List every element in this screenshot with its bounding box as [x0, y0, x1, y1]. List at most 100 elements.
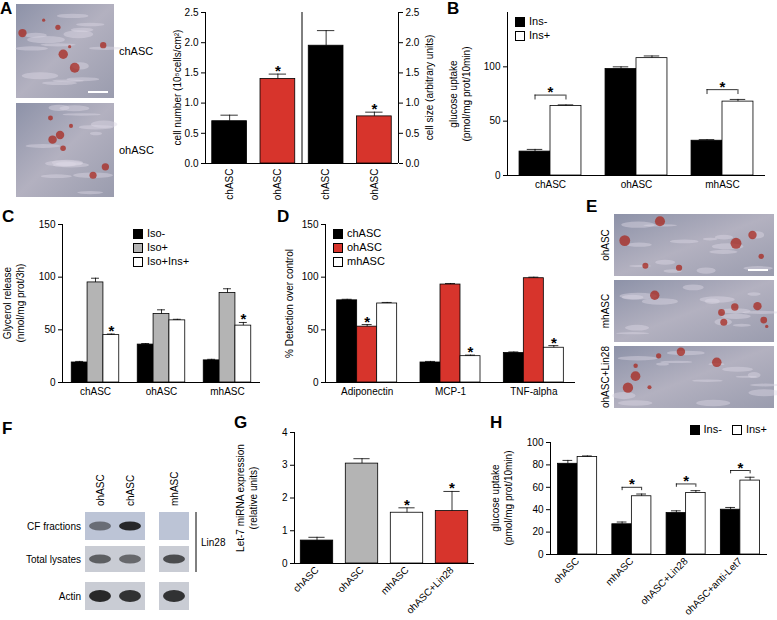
svg-text:*: * — [275, 62, 281, 79]
svg-text:2.5: 2.5 — [185, 7, 199, 18]
html-text:Glycerol release (nmol/mg prot: Glycerol release (nmol/mg prot/3h) — [2, 263, 26, 343]
svg-text:chASC: chASC — [119, 45, 153, 57]
html-text:% Detection over control: % Detection over control — [283, 248, 295, 358]
svg-text:*: * — [364, 313, 370, 330]
html-text:Ins-: Ins- — [529, 15, 548, 27]
svg-text:1.5: 1.5 — [185, 67, 199, 78]
svg-text:chASC: chASC — [535, 179, 566, 190]
svg-text:100: 100 — [484, 61, 501, 72]
html-text:B: B — [447, 0, 460, 18]
svg-text:Total lysates: Total lysates — [26, 554, 81, 565]
svg-text:80: 80 — [532, 459, 544, 470]
svg-text:1.5: 1.5 — [406, 67, 420, 78]
svg-text:0.0: 0.0 — [185, 158, 199, 169]
svg-text:ohASC: ohASC — [335, 564, 365, 594]
html-text:H: H — [490, 413, 503, 432]
svg-text:*: * — [629, 475, 635, 492]
svg-text:150: 150 — [39, 219, 56, 230]
svg-text:*: * — [240, 310, 246, 327]
svg-text:MCP-1: MCP-1 — [435, 386, 467, 397]
html-text:cell size (arbitrary units): cell size (arbitrary units) — [423, 34, 435, 141]
svg-text:mhASC: mhASC — [169, 472, 180, 506]
svg-text:0.5: 0.5 — [406, 128, 420, 139]
svg-text:2: 2 — [282, 492, 288, 503]
svg-text:mhASC: mhASC — [603, 555, 635, 587]
svg-text:40: 40 — [532, 504, 544, 515]
svg-text:1.0: 1.0 — [185, 97, 199, 108]
html-text:G: G — [234, 413, 248, 432]
svg-text:ohASC: ohASC — [600, 229, 611, 261]
svg-text:2.0: 2.0 — [406, 37, 420, 48]
svg-text:chASC: chASC — [80, 386, 111, 397]
svg-text:3: 3 — [282, 459, 288, 470]
svg-text:ohASC+anti-Let7: ohASC+anti-Let7 — [682, 555, 744, 617]
svg-text:50: 50 — [489, 115, 501, 126]
svg-text:chASC: chASC — [291, 564, 321, 594]
svg-text:2.0: 2.0 — [185, 37, 199, 48]
svg-text:Lin28: Lin28 — [201, 537, 226, 548]
svg-text:*: * — [108, 322, 114, 339]
svg-text:ohASC+Lin28: ohASC+Lin28 — [404, 564, 456, 616]
svg-text:0: 0 — [282, 558, 288, 569]
svg-text:*: * — [683, 472, 689, 489]
svg-text:20: 20 — [532, 526, 544, 537]
svg-text:*: * — [371, 100, 377, 117]
svg-text:*: * — [404, 496, 410, 513]
svg-text:1.0: 1.0 — [406, 97, 420, 108]
svg-text:Actin: Actin — [59, 591, 81, 602]
html-text:Iso-: Iso- — [146, 227, 166, 239]
svg-text:ohASC+Lin28: ohASC+Lin28 — [638, 555, 690, 607]
svg-text:*: * — [551, 334, 557, 351]
svg-text:chASC: chASC — [224, 169, 235, 200]
svg-text:ohASC: ohASC — [369, 169, 380, 201]
svg-text:50: 50 — [307, 324, 319, 335]
html-text:chASC: chASC — [347, 227, 382, 239]
svg-text:*: * — [548, 83, 554, 100]
svg-text:mhASC: mhASC — [600, 294, 611, 328]
svg-text:100: 100 — [302, 271, 319, 282]
svg-text:ohASC: ohASC — [272, 169, 283, 201]
html-text:Ins+: Ins+ — [529, 29, 551, 41]
html-text:glucose uptake (pmol/mg prot/1: glucose uptake (pmol/mg prot/10min) — [490, 450, 514, 546]
html-text:C: C — [2, 207, 15, 226]
svg-text:*: * — [720, 78, 726, 95]
html-text:glucose uptake (pmol/mg prot/1: glucose uptake (pmol/mg prot/10min) — [447, 46, 471, 141]
svg-text:ohASC: ohASC — [119, 144, 154, 156]
svg-text:CF fractions: CF fractions — [27, 521, 81, 532]
svg-text:150: 150 — [302, 219, 319, 230]
svg-text:ohASC: ohASC — [551, 555, 581, 585]
svg-text:0: 0 — [538, 549, 544, 560]
svg-text:0.5: 0.5 — [185, 128, 199, 139]
svg-text:0: 0 — [495, 170, 501, 181]
html-text:Let-7 miRNA expression (relati: Let-7 miRNA expression (relative units) — [234, 443, 258, 552]
svg-text:mhASC: mhASC — [210, 386, 244, 397]
html-text:D: D — [277, 207, 290, 226]
svg-text:50: 50 — [44, 324, 56, 335]
svg-text:TNF-alpha: TNF-alpha — [510, 386, 558, 397]
svg-text:0.0: 0.0 — [406, 158, 420, 169]
svg-text:mhASC: mhASC — [705, 179, 739, 190]
svg-text:60: 60 — [532, 482, 544, 493]
svg-text:ohASC: ohASC — [146, 386, 178, 397]
svg-text:ohASC+Lin28: ohASC+Lin28 — [600, 346, 611, 408]
svg-text:mhASC: mhASC — [379, 564, 411, 596]
svg-text:chASC: chASC — [320, 169, 331, 200]
svg-text:chASC: chASC — [125, 475, 136, 506]
html-text:cell number (10⁵cells/cm²): cell number (10⁵cells/cm²) — [171, 29, 183, 146]
svg-text:*: * — [468, 343, 474, 360]
html-text:Iso+: Iso+ — [146, 241, 168, 253]
svg-text:Adiponectin: Adiponectin — [341, 386, 393, 397]
svg-text:ohASC: ohASC — [95, 474, 106, 506]
svg-text:1: 1 — [282, 525, 288, 536]
html-text:Iso+Ins+: Iso+Ins+ — [146, 255, 190, 267]
svg-text:100: 100 — [527, 437, 544, 448]
svg-text:0: 0 — [313, 377, 319, 388]
html-text:A: A — [0, 0, 13, 18]
svg-text:100: 100 — [39, 271, 56, 282]
svg-text:2.5: 2.5 — [406, 7, 420, 18]
svg-text:*: * — [737, 459, 743, 476]
svg-text:4: 4 — [282, 427, 288, 438]
svg-text:ohASC: ohASC — [621, 179, 653, 190]
svg-text:*: * — [449, 479, 455, 496]
svg-text:0: 0 — [50, 377, 56, 388]
